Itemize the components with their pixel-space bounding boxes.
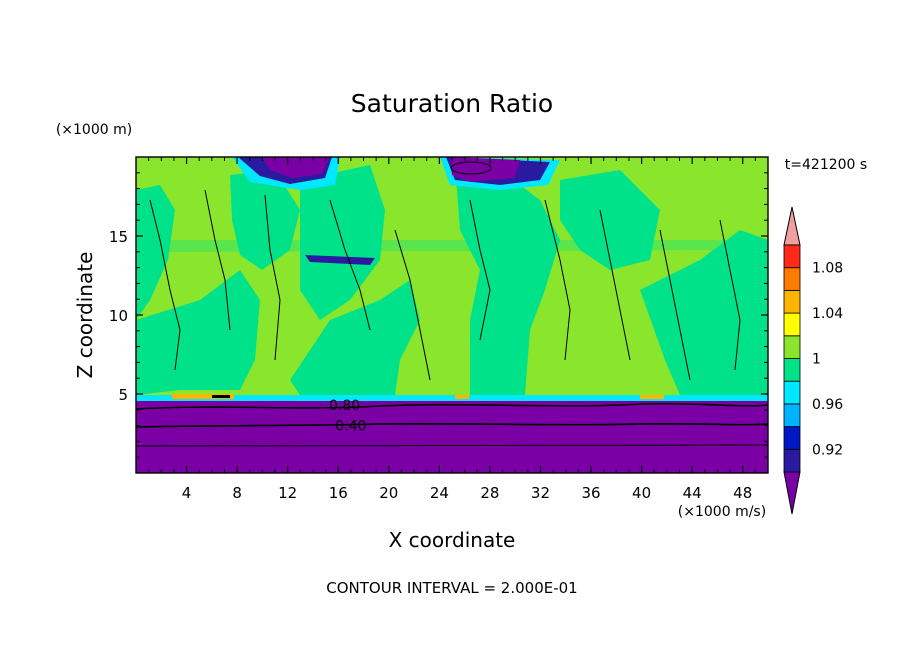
colorbar-label: 0.96 (812, 397, 843, 413)
x-tick-label: 28 (480, 484, 499, 502)
colorbar-segment (783, 335, 801, 359)
x-tick-label: 16 (329, 484, 348, 502)
x-tick-label: 12 (278, 484, 297, 502)
field-upper-pocket (262, 157, 330, 178)
field-patch (290, 280, 420, 395)
x-tick-label: 36 (581, 484, 600, 502)
colorbar-segment (783, 312, 801, 337)
contour-line (136, 402, 768, 410)
y-tick-label: 10 (109, 307, 128, 325)
y-tick-label: 15 (109, 228, 128, 246)
x-tick-label: 44 (683, 484, 702, 502)
field-patch (560, 170, 660, 270)
colorbar-label: 1.08 (812, 261, 843, 277)
colorbar-segment (783, 289, 801, 314)
colorbar-segment (783, 380, 801, 405)
contour-wiggles (149, 161, 741, 381)
field-patch (136, 185, 175, 320)
contour-labels: 0.80 0.40 (329, 398, 366, 435)
contour-label: 0.80 (329, 398, 360, 414)
field-patch (230, 170, 300, 270)
chart-title: Saturation Ratio (351, 89, 553, 118)
x-tick-label: 4 (182, 484, 192, 502)
x-axis-title: X coordinate (389, 528, 516, 552)
colorbar-label: 1 (812, 352, 821, 368)
field-patch (136, 270, 260, 395)
colorbar-segment (783, 448, 801, 473)
field-upper-pocket (450, 157, 520, 182)
plot-area (135, 156, 769, 474)
x-tick-label: 20 (379, 484, 398, 502)
field-cyan-band (136, 395, 768, 402)
colorbar: 0.92 0.96 1 1.04 1.08 (783, 206, 843, 515)
contour-interval-note: CONTOUR INTERVAL = 2.000E-01 (326, 579, 577, 597)
x-tick-label: 32 (531, 484, 550, 502)
x-units-label: (×1000 m/s) (678, 504, 766, 520)
field-warm-spot (212, 395, 230, 398)
y-units-label: (×1000 m) (56, 122, 132, 138)
x-tick-label: 40 (632, 484, 651, 502)
colorbar-arrow-high (783, 206, 801, 246)
colorbar-segment (783, 403, 801, 427)
field-patch (640, 230, 768, 395)
x-axis: 4 8 12 16 20 24 28 32 36 40 44 48 (148, 157, 756, 502)
contour-line (136, 422, 768, 428)
colorbar-label: 1.04 (812, 306, 843, 322)
time-label: t=421200 s (785, 157, 867, 173)
colorbar-label: 0.92 (812, 442, 843, 458)
field-patch (455, 165, 560, 395)
colorbar-segment (783, 244, 801, 269)
field-warm-spot (172, 394, 234, 399)
x-tick-label: 8 (232, 484, 242, 502)
field-patch (136, 240, 768, 252)
field-upper-pocket (305, 255, 375, 265)
x-tick-label: 48 (733, 484, 752, 502)
contour-label: 0.40 (335, 419, 366, 435)
field-warm-spot (640, 395, 664, 399)
colorbar-segment (783, 426, 801, 450)
y-axis-title: Z coordinate (73, 252, 97, 379)
colorbar-segment (783, 358, 801, 382)
colorbar-segment (783, 267, 801, 291)
contour-line (136, 444, 768, 447)
colorbar-arrow-low (783, 471, 801, 515)
x-tick-label: 24 (430, 484, 449, 502)
y-tick-label: 5 (118, 386, 128, 404)
field-warm-spot (455, 395, 469, 399)
y-axis: 5 10 15 (109, 172, 768, 458)
field-dry-layer (136, 401, 768, 473)
